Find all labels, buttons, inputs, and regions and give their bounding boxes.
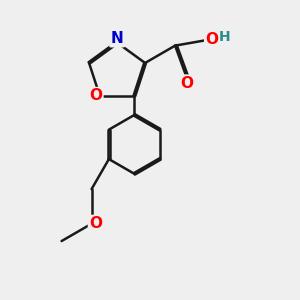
Text: O: O (89, 88, 102, 104)
Text: O: O (180, 76, 194, 91)
Text: N: N (111, 31, 124, 46)
Text: O: O (206, 32, 218, 47)
Text: O: O (89, 216, 102, 231)
Text: H: H (219, 30, 231, 44)
